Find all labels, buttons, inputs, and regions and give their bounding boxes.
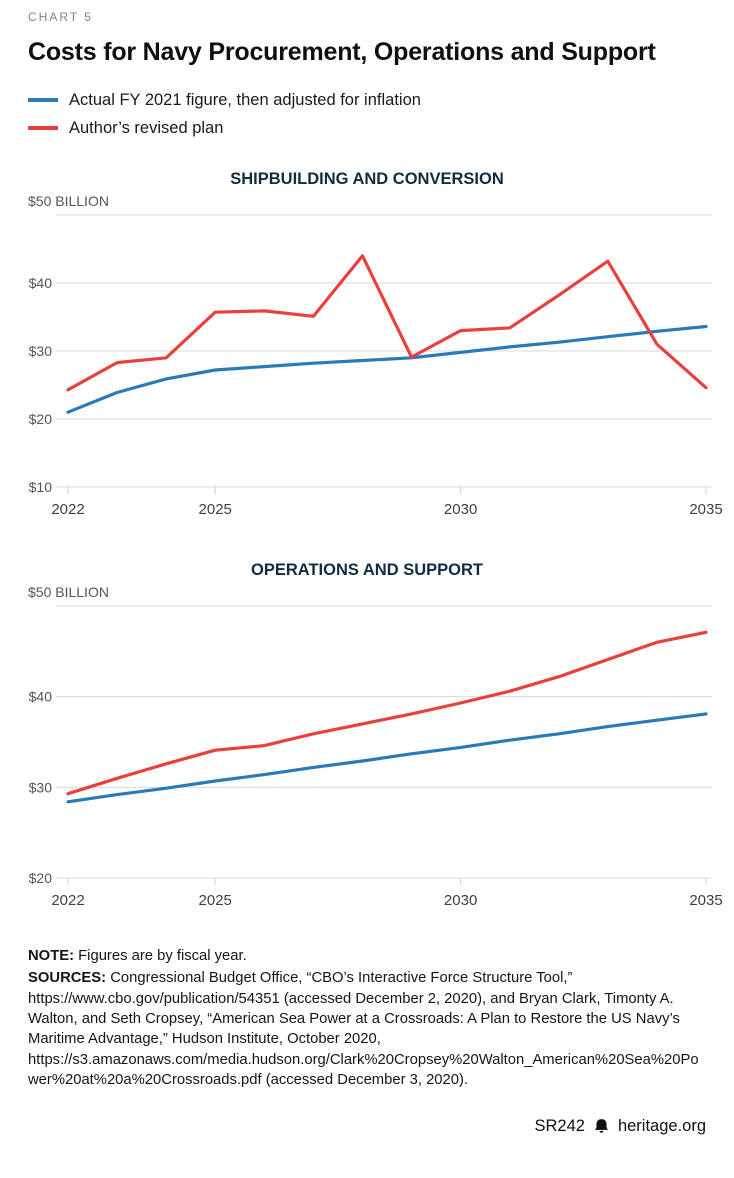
- chart-title-shipbuilding: SHIPBUILDING AND CONVERSION: [230, 169, 504, 188]
- chart-shipbuilding: SHIPBUILDING AND CONVERSION $10 $20 $30 $40…: [0, 170, 734, 521]
- x-tick-label: 2035: [689, 501, 722, 518]
- chart-title-operations: OPERATIONS AND SUPPORT: [251, 560, 483, 579]
- y-tick-label: $50 BILLION: [28, 193, 109, 209]
- y-tick-label: $40: [29, 275, 53, 291]
- x-tick-label: 2030: [444, 892, 477, 909]
- series-line: [66, 630, 708, 796]
- note-label: NOTE:: [28, 947, 75, 964]
- legend-label-revised: Author’s revised plan: [69, 118, 224, 137]
- page-title: Costs for Navy Procurement, Operations a…: [28, 38, 656, 66]
- legend: Actual FY 2021 figure, then adjusted for…: [28, 91, 706, 138]
- note-text: Figures are by fiscal year.: [74, 947, 247, 964]
- report-id: SR242: [534, 1116, 585, 1135]
- y-tick-label: $50 BILLION: [28, 584, 109, 600]
- sources-label: SOURCES:: [28, 970, 107, 987]
- x-tick-label: 2025: [199, 501, 232, 518]
- sources-text: Congressional Budget Office, “CBO’s Inte…: [28, 970, 699, 1089]
- notes-section: NOTE: Figures are by fiscal year. SOURCE…: [0, 946, 734, 1091]
- y-tick-label: $30: [29, 343, 53, 359]
- x-tick-label: 2022: [51, 501, 84, 518]
- legend-swatch-blue-icon: [28, 98, 58, 103]
- series-line: [66, 324, 708, 414]
- series-line: [66, 253, 708, 392]
- legend-swatch-red-icon: [28, 126, 58, 131]
- x-tick-label: 2030: [444, 501, 477, 518]
- legend-label-actual: Actual FY 2021 figure, then adjusted for…: [69, 90, 421, 109]
- shipbuilding-chart-canvas: $10 $20 $30 $40 $50 BILLION 2022 2025 2030 2035: [28, 193, 723, 518]
- y-tick-label: $20: [29, 870, 53, 886]
- legend-item-revised: Author’s revised plan: [28, 119, 706, 138]
- y-tick-label: $20: [29, 411, 53, 427]
- note-line: NOTE: Figures are by fiscal year.: [28, 946, 706, 966]
- x-tick-label: 2022: [51, 892, 84, 909]
- x-tick-label: 2025: [199, 892, 232, 909]
- site-name: heritage.org: [617, 1116, 706, 1135]
- heritage-bell-icon: [594, 1118, 608, 1133]
- y-tick-label: $10: [29, 479, 53, 495]
- y-tick-label: $40: [29, 688, 53, 704]
- operations-chart-canvas: $20 $30 $40 $50 BILLION 2022 2025 2030 2035: [28, 584, 723, 909]
- series-line: [66, 712, 708, 804]
- chart-number-eyebrow: CHART 5: [28, 10, 93, 24]
- x-tick-label: 2035: [689, 892, 722, 909]
- legend-item-actual: Actual FY 2021 figure, then adjusted for…: [28, 91, 706, 110]
- footer: SR242 heritage.org: [0, 1117, 734, 1136]
- y-tick-label: $30: [29, 779, 53, 795]
- chart-operations: OPERATIONS AND SUPPORT $20 $30 $40 $50 BILL…: [0, 561, 734, 912]
- sources-line: SOURCES: Congressional Budget Office, “C…: [28, 968, 706, 1090]
